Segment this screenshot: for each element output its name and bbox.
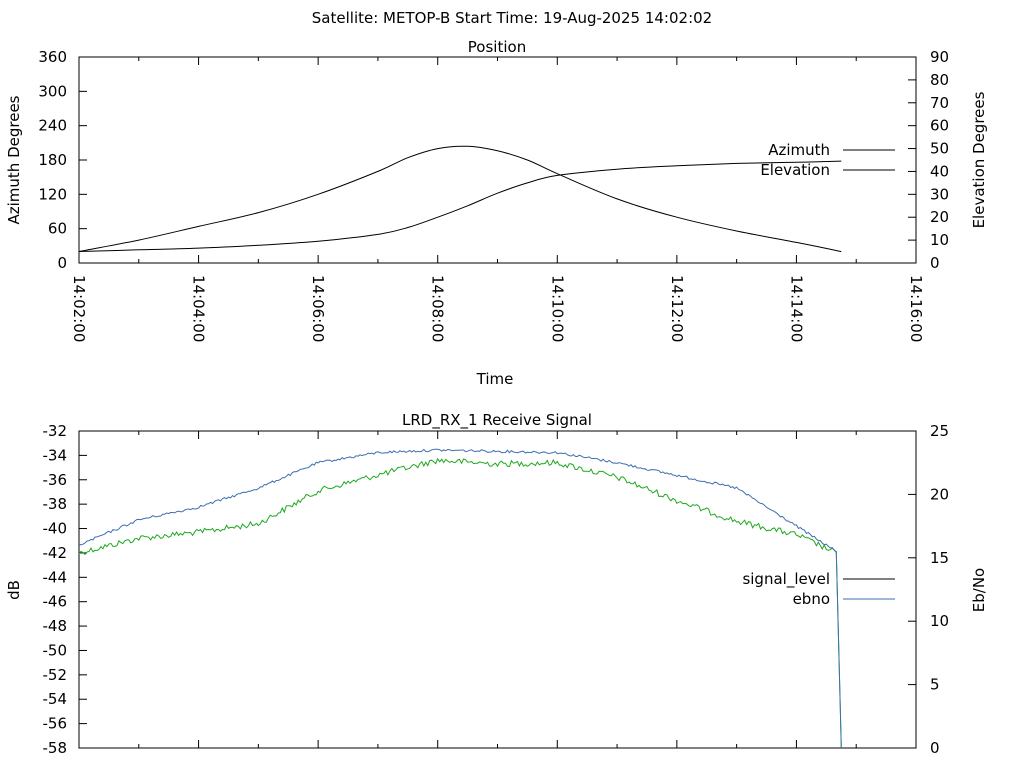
- series-line-signal_level: [78, 457, 842, 749]
- position-chart-title: Position: [468, 38, 526, 56]
- y2-tick-label: 10: [930, 612, 949, 630]
- y2-tick-label: 50: [930, 140, 949, 158]
- y-tick-label: -34: [43, 446, 68, 464]
- y2-tick-label: 80: [930, 71, 949, 89]
- y-tick-label: -40: [43, 520, 68, 538]
- y-tick-label: 300: [38, 82, 67, 100]
- legend-label-signal_level: signal_level: [742, 570, 830, 589]
- x-tick-label: 14:10:00: [548, 275, 566, 342]
- legend-label-elevation: Elevation: [760, 161, 830, 179]
- signal-y2-axis-label: Eb/No: [970, 568, 988, 612]
- y2-tick-label: 40: [930, 162, 949, 180]
- position-chart: Position Azimuth Degrees Elevation Degre…: [5, 38, 988, 388]
- signal-ticks: -58 -56 -54 -52 -50 -48 -46 -44 -42 -40 -38 -36 -34 -…: [43, 422, 950, 757]
- y-tick-label: -56: [43, 715, 68, 733]
- page-title: Satellite: METOP-B Start Time: 19-Aug-20…: [312, 9, 712, 27]
- y-tick-label: 60: [48, 220, 67, 238]
- y2-tick-label: 20: [930, 208, 949, 226]
- y-tick-label: 360: [38, 48, 67, 66]
- x-tick-label: 14:02:00: [70, 275, 88, 342]
- signal-y-axis-label: dB: [5, 580, 23, 600]
- y-tick-label: -50: [43, 641, 68, 659]
- y-tick-label: -52: [43, 666, 68, 684]
- series-line-ebno: [78, 448, 842, 749]
- signal-series: [78, 448, 842, 749]
- series-line-azimuth: [78, 160, 842, 253]
- x-tick-label: 14:12:00: [668, 275, 686, 342]
- position-plot-frame: [78, 56, 917, 264]
- y2-tick-label: 90: [930, 48, 949, 66]
- y-tick-label: 180: [38, 151, 67, 169]
- y-tick-label: -48: [43, 617, 68, 635]
- x-tick-label: 14:14:00: [787, 275, 805, 342]
- y-tick-label: -46: [43, 593, 68, 611]
- y2-tick-label: 30: [930, 185, 949, 203]
- y-tick-label: 240: [38, 117, 67, 135]
- x-tick-label: 14:04:00: [190, 275, 208, 342]
- x-tick-label: 14:08:00: [429, 275, 447, 342]
- y-tick-label: -58: [43, 739, 68, 757]
- y-tick-label: -36: [43, 471, 68, 489]
- position-x-axis-label: Time: [476, 370, 514, 388]
- position-series: [78, 145, 842, 253]
- position-y2-axis-label: Elevation Degrees: [970, 91, 988, 228]
- y-tick-label: -44: [43, 568, 68, 586]
- y-tick-label: -54: [43, 690, 68, 708]
- position-legend: Azimuth Elevation: [760, 141, 895, 179]
- y2-tick-label: 70: [930, 94, 949, 112]
- y2-tick-label: 0: [930, 739, 940, 757]
- y-tick-label: -32: [43, 422, 68, 440]
- y-tick-label: 120: [38, 185, 67, 203]
- position-ticks: 0 60 120 180 240 300 360 0 10 20 30 40 50 60 70 80 90 14:…: [38, 48, 949, 342]
- series-line-elevation: [78, 145, 842, 253]
- x-tick-label: 14:06:00: [309, 275, 327, 342]
- y2-tick-label: 25: [930, 422, 949, 440]
- y2-tick-label: 10: [930, 231, 949, 249]
- y-tick-label: -38: [43, 495, 68, 513]
- position-y-axis-label: Azimuth Degrees: [5, 95, 23, 224]
- signal-plot-frame: [78, 430, 917, 749]
- y2-tick-label: 60: [930, 117, 949, 135]
- y-tick-label: 0: [57, 254, 67, 272]
- y2-tick-label: 15: [930, 549, 949, 567]
- y-tick-label: -42: [43, 544, 68, 562]
- y2-tick-label: 0: [930, 254, 940, 272]
- signal-chart-title: LRD_RX_1 Receive Signal: [402, 411, 592, 430]
- legend-label-ebno: ebno: [793, 590, 830, 608]
- y2-tick-label: 20: [930, 485, 949, 503]
- y2-tick-label: 5: [930, 676, 940, 694]
- signal-chart: LRD_RX_1 Receive Signal dB Eb/No -58-56-…: [5, 411, 988, 757]
- legend-label-azimuth: Azimuth: [768, 141, 830, 159]
- x-tick-label: 14:16:00: [907, 275, 925, 342]
